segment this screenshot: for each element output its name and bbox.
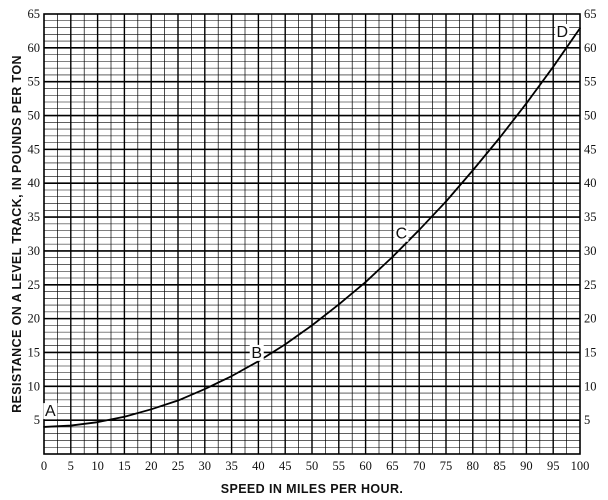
y-tick-label-left: 15 [28,345,41,359]
point-label-backing [249,344,264,361]
curve-point [96,421,99,424]
y-tick-label-right: 15 [584,345,597,359]
curve-point [418,229,421,231]
x-tick-label: 15 [118,459,131,473]
curve-point [177,399,179,402]
x-tick-label: 85 [493,459,506,473]
x-axis-ticks: 0 5 10 15 20 25 30 35 40 45 50 55 60 65 70 75 80 85 90 95 10… [41,459,590,473]
curve-point [445,200,447,203]
point-label-a: A [45,403,56,420]
x-tick-label: 95 [547,459,560,473]
curve-point [364,281,367,283]
y-tick-label-left: 35 [28,210,41,224]
y-tick-label-left: 5 [34,413,40,427]
y-tick-label-left: 25 [28,278,41,292]
y-tick-label-right: 25 [584,278,597,292]
point-label-b: B [251,345,262,362]
y-tick-label-left: 45 [28,142,41,156]
curve-point [579,27,581,30]
x-tick-label: 60 [359,459,372,473]
point-labels: A B C D [43,24,570,420]
curve-point [150,408,153,411]
curve-point [525,102,528,105]
y-tick-label-left: 55 [28,75,41,89]
y-tick-label-right: 50 [584,109,597,123]
curve-point [230,375,233,378]
plot-frame [43,13,581,455]
y-tick-label-right: 60 [584,41,597,55]
curve-point [337,303,340,306]
y-axis-ticks-right: 5 10 15 20 25 30 35 40 45 50 55 60 65 [584,7,597,427]
y-tick-label-right: 45 [584,142,597,156]
x-tick-label: 75 [440,459,453,473]
curve-point [69,424,72,427]
curve-point [498,136,501,139]
curve-point [552,65,555,68]
y-tick-label-left: 50 [28,109,41,123]
y-tick-label-left: 20 [28,312,41,326]
curve-point [391,256,394,258]
x-tick-label: 45 [279,459,292,473]
x-tick-label: 50 [306,459,319,473]
y-axis-ticks-left: 5 10 15 20 25 30 35 40 45 50 55 60 65 [28,7,41,427]
x-tick-label: 70 [413,459,426,473]
curve-point [203,388,206,390]
y-axis-title: RESISTANCE ON A LEVEL TRACK, IN POUNDS P… [10,55,24,413]
y-tick-label-right: 30 [584,244,597,258]
point-label-backing [394,225,409,242]
major-gridlines [44,14,580,454]
x-tick-label: 100 [571,459,590,473]
x-tick-label: 55 [333,459,346,473]
point-label-d: D [556,24,568,41]
x-tick-label: 80 [467,459,480,473]
x-tick-label: 5 [68,459,74,473]
x-axis-title: SPEED IN MILES PER HOUR. [221,482,404,496]
curve-point [471,169,474,172]
x-tick-label: 0 [41,459,47,473]
curve-point [311,324,313,327]
y-tick-label-left: 60 [28,41,41,55]
point-label-backing [43,403,58,420]
y-tick-label-left: 65 [28,7,41,21]
x-tick-label: 90 [520,459,533,473]
y-tick-label-right: 10 [584,379,597,393]
x-tick-label: 10 [91,459,104,473]
y-tick-label-right: 20 [584,312,597,326]
y-tick-label-left: 40 [28,176,41,190]
y-tick-label-right: 5 [584,413,590,427]
y-tick-label-left: 30 [28,244,41,258]
x-tick-label: 30 [199,459,212,473]
series-layer [43,27,581,428]
curve-point [284,343,287,346]
y-tick-label-right: 35 [584,210,597,224]
y-tick-label-right: 55 [584,75,597,89]
x-tick-label: 35 [225,459,238,473]
y-tick-label-right: 40 [584,176,597,190]
x-tick-label: 25 [172,459,185,473]
curve-point [43,426,45,428]
x-tick-label: 20 [145,459,158,473]
y-tick-label-right: 65 [584,7,597,21]
point-label-backing [555,24,570,41]
curve-point [123,415,126,418]
point-label-c: C [396,226,408,243]
x-tick-label: 40 [252,459,265,473]
y-tick-label-left: 10 [28,379,41,393]
x-tick-label: 65 [386,459,399,473]
